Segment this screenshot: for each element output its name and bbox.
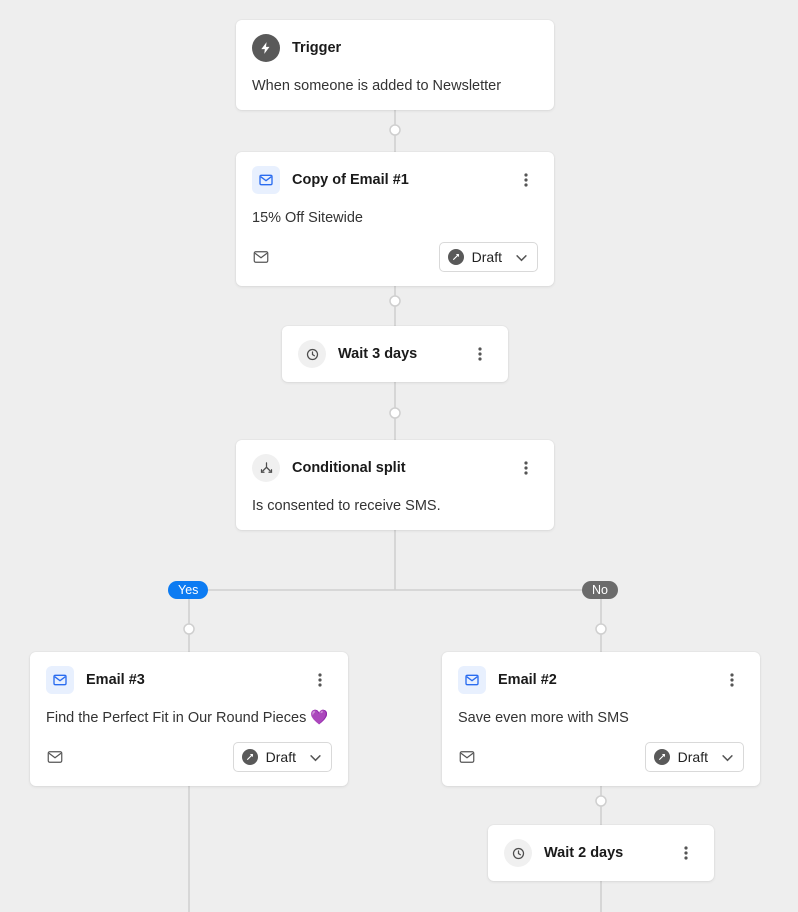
lightning-icon — [252, 34, 280, 62]
more-button[interactable] — [514, 168, 538, 192]
split-icon — [252, 454, 280, 482]
branch-label-no: No — [582, 581, 618, 599]
node-desc: 15% Off Sitewide — [252, 208, 538, 228]
node-desc: Find the Perfect Fit in Our Round Pieces… — [46, 708, 332, 728]
node-email-2[interactable]: Email #2 Save even more with SMS Draft — [442, 652, 760, 786]
node-trigger[interactable]: Trigger When someone is added to Newslet… — [236, 20, 554, 110]
node-email-1[interactable]: Copy of Email #1 15% Off Sitewide Draft — [236, 152, 554, 286]
node-wait-1[interactable]: Wait 3 days — [282, 326, 508, 382]
status-label: Draft — [472, 249, 502, 265]
clock-icon — [504, 839, 532, 867]
node-title: Email #2 — [498, 672, 557, 688]
more-button[interactable] — [674, 841, 698, 865]
node-conditional-split[interactable]: Conditional split Is consented to receiv… — [236, 440, 554, 530]
status-dot-icon — [242, 749, 258, 765]
mail-outline-icon — [458, 748, 476, 766]
status-dropdown[interactable]: Draft — [233, 742, 332, 772]
mail-outline-icon — [252, 248, 270, 266]
mail-icon — [458, 666, 486, 694]
more-button[interactable] — [468, 342, 492, 366]
node-title: Wait 2 days — [544, 845, 623, 861]
more-button[interactable] — [514, 456, 538, 480]
node-title: Email #3 — [86, 672, 145, 688]
status-dropdown[interactable]: Draft — [439, 242, 538, 272]
more-button[interactable] — [308, 668, 332, 692]
status-dropdown[interactable]: Draft — [645, 742, 744, 772]
mail-icon — [46, 666, 74, 694]
node-title: Wait 3 days — [338, 346, 417, 362]
node-email-3[interactable]: Email #3 Find the Perfect Fit in Our Rou… — [30, 652, 348, 786]
branch-label-yes: Yes — [168, 581, 208, 599]
status-dot-icon — [448, 249, 464, 265]
node-title: Trigger — [292, 40, 341, 56]
node-desc: Save even more with SMS — [458, 708, 744, 728]
chevron-down-icon — [516, 249, 527, 265]
status-label: Draft — [678, 749, 708, 765]
clock-icon — [298, 340, 326, 368]
chevron-down-icon — [722, 749, 733, 765]
node-desc: Is consented to receive SMS. — [252, 496, 538, 516]
status-dot-icon — [654, 749, 670, 765]
node-title: Conditional split — [292, 460, 406, 476]
node-wait-2[interactable]: Wait 2 days — [488, 825, 714, 881]
mail-icon — [252, 166, 280, 194]
node-title: Copy of Email #1 — [292, 172, 409, 188]
more-button[interactable] — [720, 668, 744, 692]
status-label: Draft — [266, 749, 296, 765]
mail-outline-icon — [46, 748, 64, 766]
node-desc: When someone is added to Newsletter — [252, 76, 538, 96]
chevron-down-icon — [310, 749, 321, 765]
